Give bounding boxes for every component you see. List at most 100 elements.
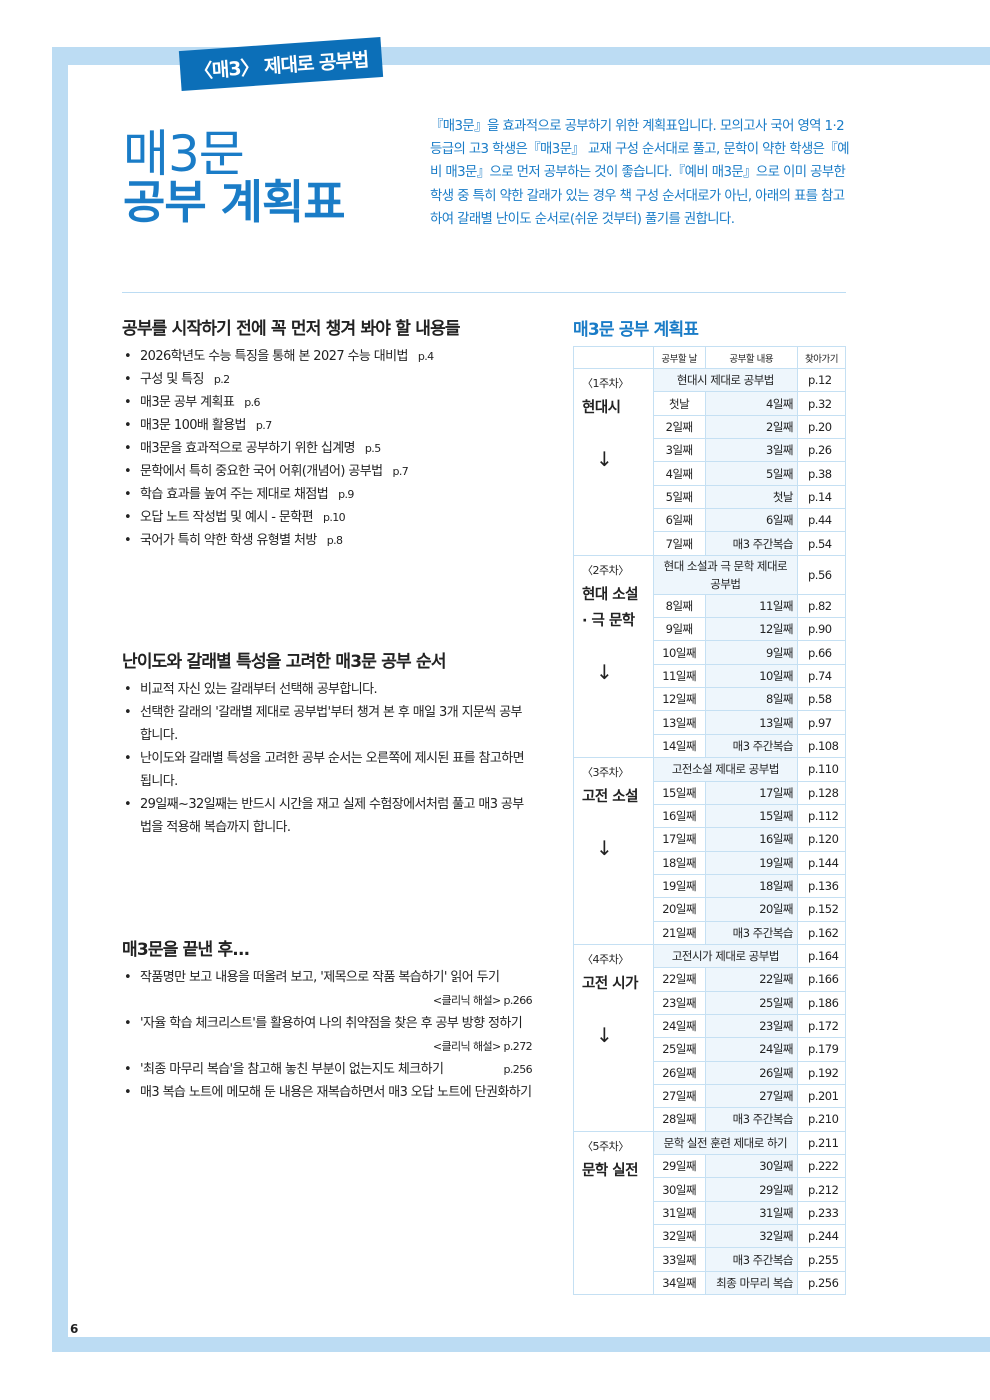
page-ref: p.128 xyxy=(797,780,846,805)
list-item: 29일째~32일째는 반드시 시간을 재고 실제 수험장에서처럼 풀고 매3 공… xyxy=(122,793,532,839)
bottom-band xyxy=(52,1337,990,1352)
table-row: 25일째 24일째 p.179 xyxy=(574,1037,846,1062)
study-day: 14일째 xyxy=(652,733,706,759)
study-content: 20일째 xyxy=(704,897,799,922)
table-row: 11일째 10일째 p.74 xyxy=(574,663,846,689)
study-day: 20일째 xyxy=(652,897,706,922)
left-band xyxy=(52,47,68,1352)
table-row: 13일째 13일째 p.97 xyxy=(574,710,846,735)
study-content: 2일째 xyxy=(704,414,799,440)
table-row: 16일째 15일째 p.112 xyxy=(574,803,846,829)
table-header: 찾아가기 xyxy=(797,346,846,369)
list-item: 학습 효과를 높여 주는 제대로 채점법 p.9 xyxy=(122,483,532,506)
table-row: 32일째 32일째 p.244 xyxy=(574,1224,846,1249)
page-ref: p.12 xyxy=(797,367,846,393)
study-content: 8일째 xyxy=(704,687,799,712)
table-row: 26일째 26일째 p.192 xyxy=(574,1060,846,1085)
page-ref: p.66 xyxy=(797,640,846,665)
item-page: p.8 xyxy=(326,534,343,547)
page-ref: p.110 xyxy=(797,757,846,782)
page-ref: p.14 xyxy=(797,484,846,510)
item-text: 국어가 특히 약한 학생 유형별 처방 xyxy=(140,533,317,548)
list-item: 매3문을 효과적으로 공부하기 위한 십계명 p.5 xyxy=(122,437,532,460)
page-ref: p.58 xyxy=(797,687,846,712)
item-reference: p.256 xyxy=(503,1063,533,1076)
page-ref: p.26 xyxy=(797,438,846,463)
table-row: 33일째 매3 주간복습 p.255 xyxy=(574,1247,846,1272)
study-day: 23일째 xyxy=(652,990,706,1015)
study-content: 첫날 xyxy=(704,484,799,510)
table-row: 9일째 12일째 p.90 xyxy=(574,617,846,642)
plan-title: 매3문 공부 계획표 xyxy=(573,320,699,340)
list-item: 문학에서 특히 중요한 국어 어휘(개념어) 공부법 p.7 xyxy=(122,460,532,483)
study-content: 매3 주간복습 xyxy=(704,1107,799,1132)
page-ref: p.82 xyxy=(797,593,846,619)
study-day: 26일째 xyxy=(652,1060,706,1085)
week-label: 〈5주차〉 xyxy=(582,1139,629,1153)
table-row: 14일째 매3 주간복습 p.108 xyxy=(574,733,846,759)
section-heading: 난이도와 갈래별 특성을 고려한 매3문 공부 순서 xyxy=(122,652,447,672)
page-ref: p.90 xyxy=(797,617,846,642)
study-day: 31일째 xyxy=(652,1200,706,1226)
study-content: 29일째 xyxy=(704,1177,799,1202)
item-reference: <클리닉 해설> p.266 xyxy=(432,994,533,1007)
bullet-list: 2026학년도 수능 특징을 통해 본 2027 수능 대비법 p.4 구성 및 특… xyxy=(122,345,532,552)
section-study-order: 난이도와 갈래별 특성을 고려한 매3문 공부 순서비교적 자신 있는 갈래부터… xyxy=(122,647,532,839)
study-day: 19일째 xyxy=(652,873,706,899)
list-item: 매3 복습 노트에 메모해 둔 내용은 재복습하면서 매3 오답 노트에 단권화… xyxy=(122,1081,532,1104)
week-cell: 〈3주차〉 고전 소설 ↓ xyxy=(573,757,654,945)
item-page: p.4 xyxy=(417,350,434,363)
table-row: 31일째 31일째 p.233 xyxy=(574,1200,846,1226)
study-day: 10일째 xyxy=(652,640,706,665)
table-row: 12일째 8일째 p.58 xyxy=(574,687,846,712)
study-day: 24일째 xyxy=(652,1013,706,1039)
week-subheading: 현대시 제대로 공부법 xyxy=(652,367,799,393)
table-row: 34일째 최종 마무리 복습 p.256 xyxy=(574,1270,846,1296)
study-day: 18일째 xyxy=(652,850,706,875)
item-text: 작품명만 보고 내용을 떠올려 보고, '제목으로 작품 복습하기' 읽어 두기 xyxy=(140,970,500,985)
study-day: 첫날 xyxy=(652,391,706,416)
page-ref: p.54 xyxy=(797,531,846,556)
study-day: 4일째 xyxy=(652,461,706,486)
study-day: 33일째 xyxy=(652,1247,706,1272)
page-ref: p.20 xyxy=(797,414,846,440)
study-day: 30일째 xyxy=(652,1177,706,1202)
item-reference: <클리닉 해설> p.272 xyxy=(432,1040,533,1053)
study-day: 11일째 xyxy=(652,663,706,689)
item-text: 오답 노트 작성법 및 예시 - 문학편 xyxy=(140,510,314,525)
study-content: 최종 마무리 복습 xyxy=(704,1270,799,1296)
table-row: 6일째 6일째 p.44 xyxy=(574,508,846,533)
intro-text: 『매3문』을 효과적으로 공부하기 위한 계획표입니다. 모의고사 국어 영역 … xyxy=(430,119,850,227)
table-row: 22일째 22일째 p.166 xyxy=(574,967,846,992)
item-text: 학습 효과를 높여 주는 제대로 채점법 xyxy=(140,487,329,502)
page-ref: p.144 xyxy=(797,850,846,875)
study-day: 22일째 xyxy=(652,967,706,992)
study-day: 3일째 xyxy=(652,438,706,463)
item-text: 난이도와 갈래별 특성을 고려한 공부 순서는 오른쪽에 제시된 표를 참고하면… xyxy=(140,751,525,789)
item-text: '자율 학습 체크리스트'를 활용하여 나의 취약점을 찾은 후 공부 방향 정… xyxy=(140,1016,523,1031)
page-ref: p.166 xyxy=(797,967,846,992)
page-ref: p.56 xyxy=(797,554,846,595)
page-ref: p.212 xyxy=(797,1177,846,1202)
item-text: 구성 및 특징 xyxy=(140,372,204,387)
table-header: 공부할 내용 xyxy=(704,346,799,369)
item-text: 매3 복습 노트에 메모해 둔 내용은 재복습하면서 매3 오답 노트에 단권화… xyxy=(140,1085,532,1100)
list-item: '자율 학습 체크리스트'를 활용하여 나의 취약점을 찾은 후 공부 방향 정… xyxy=(122,1012,533,1058)
section-heading: 매3문을 끝낸 후... xyxy=(122,940,250,960)
week-label: 〈1주차〉 xyxy=(582,377,629,390)
table-row: 24일째 23일째 p.172 xyxy=(574,1013,846,1039)
item-text: 29일째~32일째는 반드시 시간을 재고 실제 수험장에서처럼 풀고 매3 공… xyxy=(140,797,524,835)
list-item: 매3문 공부 계획표 p.6 xyxy=(122,391,532,414)
study-day: 17일째 xyxy=(652,827,706,852)
list-item: 매3문 100배 활용법 p.7 xyxy=(122,414,532,437)
page-number: 6 xyxy=(70,1322,79,1336)
arrow-down-icon: ↓ xyxy=(596,1022,613,1047)
list-item: 비교적 자신 있는 갈래부터 선택해 공부합니다. xyxy=(122,678,532,701)
item-page: p.10 xyxy=(322,511,346,524)
study-content: 매3 주간복습 xyxy=(704,920,799,945)
study-day: 2일째 xyxy=(652,414,706,440)
page-ref: p.74 xyxy=(797,663,846,689)
list-item: 작품명만 보고 내용을 떠올려 보고, '제목으로 작품 복습하기' 읽어 두기… xyxy=(122,966,533,1012)
study-day: 25일째 xyxy=(652,1037,706,1062)
study-content: 24일째 xyxy=(704,1037,799,1062)
